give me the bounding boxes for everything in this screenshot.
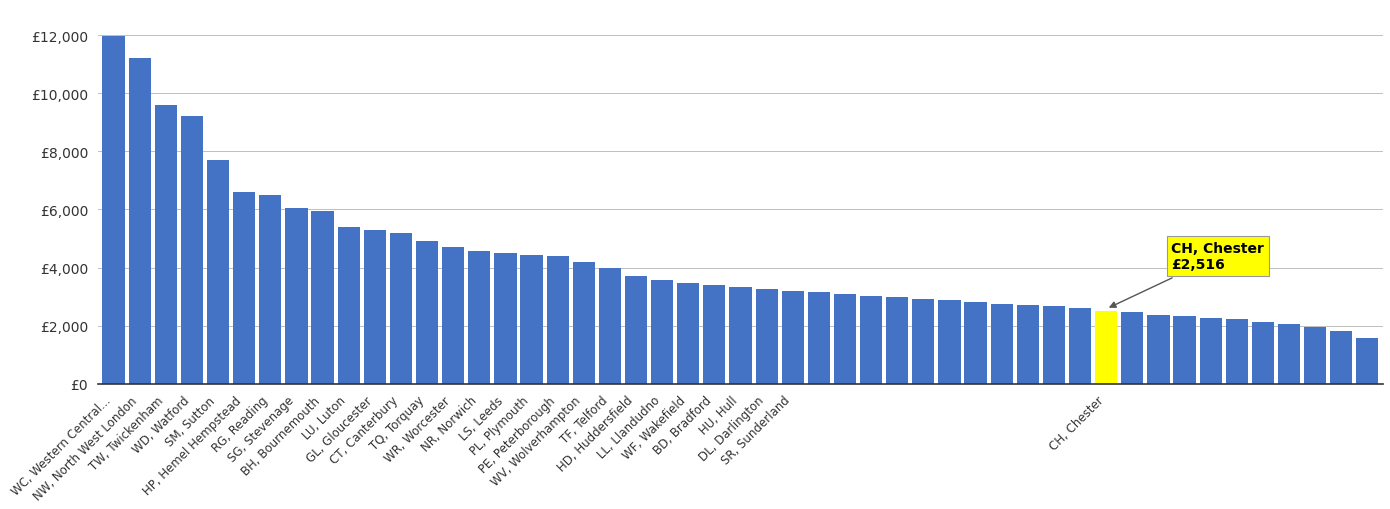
Text: CH, Chester
£2,516: CH, Chester £2,516 [1111,242,1265,307]
Bar [1277,324,1300,384]
Bar [520,256,542,384]
Bar [1069,308,1091,384]
Bar [364,230,386,384]
Bar [626,277,648,384]
Bar [860,296,883,384]
Bar [495,253,517,384]
Bar [468,251,491,384]
Bar [1173,317,1195,384]
Bar [651,280,673,384]
Bar [338,228,360,384]
Bar [756,289,778,384]
Bar [1095,311,1118,384]
Bar [129,59,152,384]
Bar [234,192,256,384]
Bar [207,161,229,384]
Bar [703,286,726,384]
Bar [965,302,987,384]
Bar [546,257,569,384]
Bar [1147,315,1169,384]
Bar [154,105,177,384]
Bar [1330,331,1352,384]
Bar [103,37,125,384]
Bar [808,293,830,384]
Bar [259,195,281,384]
Bar [311,211,334,384]
Bar [1016,305,1038,384]
Bar [677,283,699,384]
Bar [1042,307,1065,384]
Bar [416,242,438,384]
Bar [1304,327,1326,384]
Bar [1122,313,1144,384]
Bar [1226,320,1248,384]
Bar [181,117,203,384]
Bar [573,262,595,384]
Bar [1252,323,1275,384]
Bar [781,291,803,384]
Bar [834,295,856,384]
Bar [938,301,960,384]
Bar [1200,318,1222,384]
Bar [599,268,621,384]
Bar [885,298,908,384]
Bar [389,233,411,384]
Bar [285,209,307,384]
Bar [991,304,1013,384]
Bar [442,248,464,384]
Bar [1357,339,1379,384]
Bar [912,299,934,384]
Bar [730,288,752,384]
